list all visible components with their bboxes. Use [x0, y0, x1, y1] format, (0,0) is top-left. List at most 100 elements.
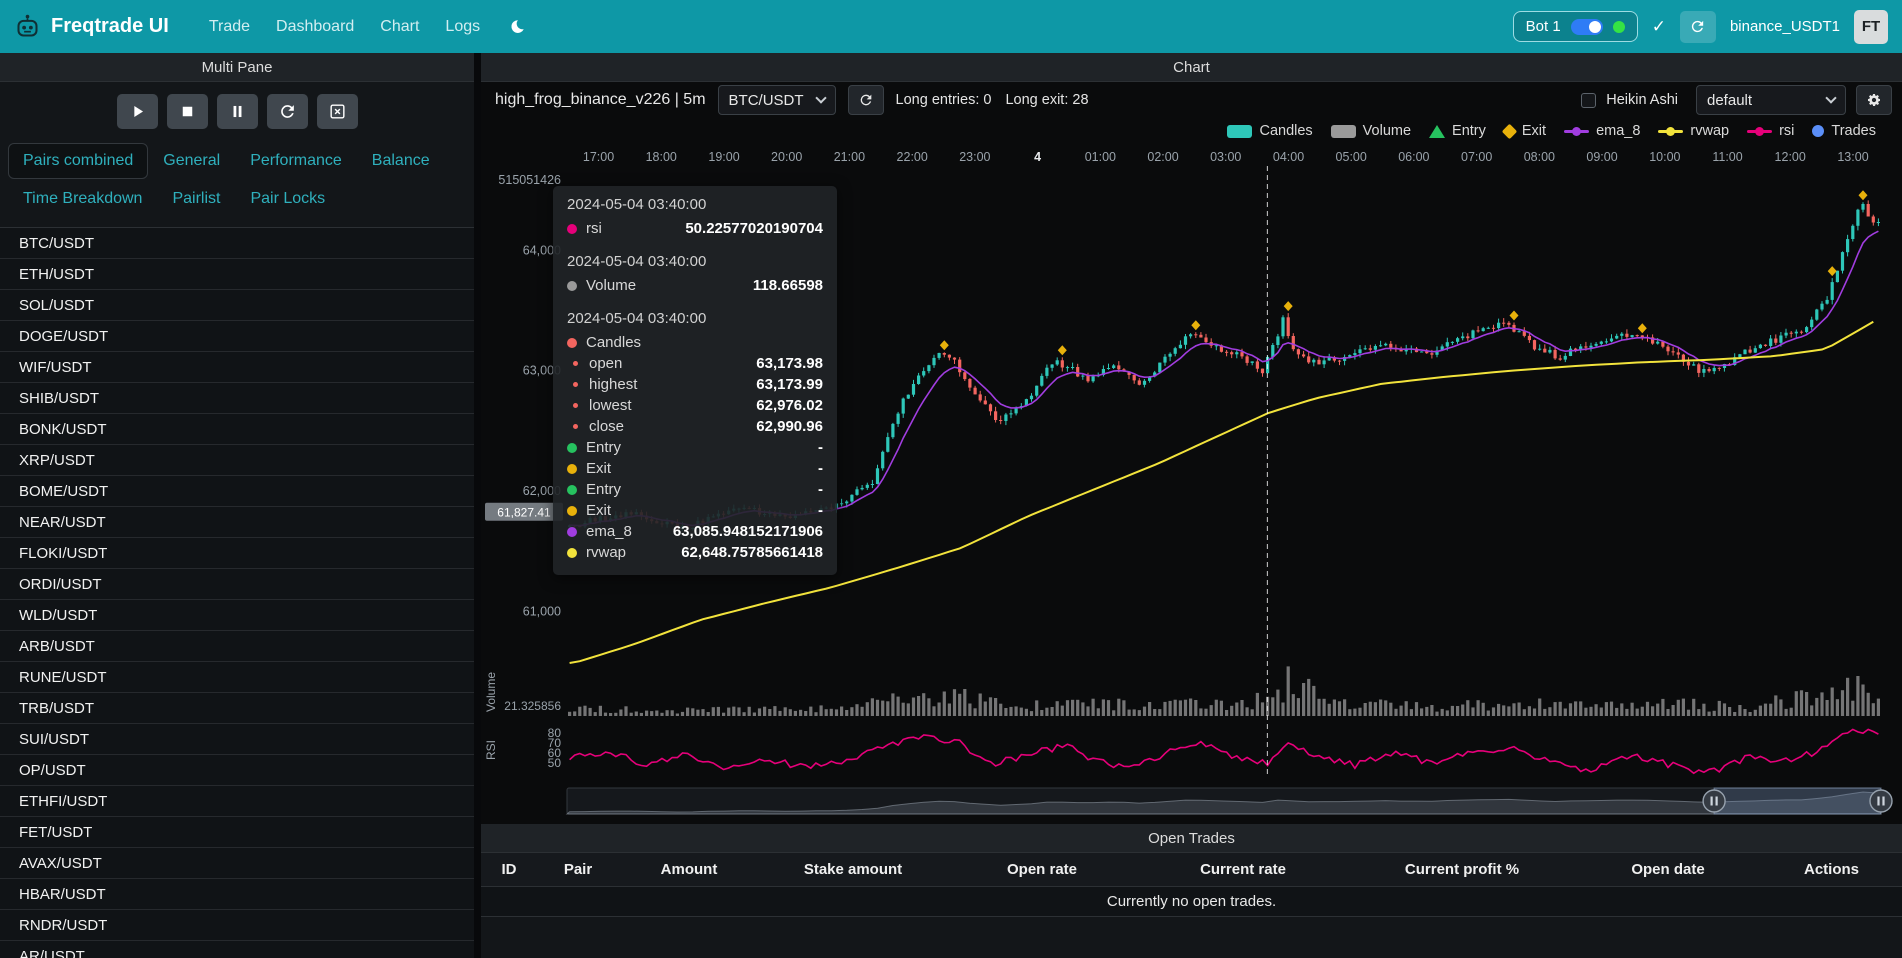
legend-item-volume[interactable]: Volume — [1330, 123, 1412, 139]
freqtrade-logo-icon[interactable] — [14, 13, 41, 40]
legend-item-entry[interactable]: Entry — [1429, 123, 1486, 139]
chart-refresh-button[interactable] — [847, 85, 884, 115]
series-dot — [567, 337, 577, 348]
tooltip-label: open — [589, 355, 623, 372]
pair-row-eth-usdt[interactable]: ETH/USDT — [0, 259, 474, 290]
check-icon: ✓ — [1651, 16, 1666, 36]
multi-pane-header: Multi Pane — [0, 53, 474, 82]
strategy-timeframe-label: high_frog_binance_v226 | 5m — [495, 91, 706, 108]
exit-legend-icon — [1501, 123, 1518, 139]
tooltip-label: close — [589, 418, 625, 435]
pair-row-bome-usdt[interactable]: BOME/USDT — [0, 476, 474, 507]
nav-link-chart[interactable]: Chart — [380, 17, 420, 35]
plot-config-select[interactable]: default — [1696, 85, 1846, 115]
tooltip-value: 118.66598 — [752, 277, 823, 294]
datazoom-handle-left[interactable] — [1702, 789, 1726, 813]
pair-row-shib-usdt[interactable]: SHIB/USDT — [0, 383, 474, 414]
tooltip-label: lowest — [589, 397, 632, 414]
heikin-ashi-label: Heikin Ashi — [1606, 92, 1678, 108]
bot-selector[interactable]: Bot 1 — [1512, 11, 1638, 42]
tooltip-label: rsi — [586, 220, 602, 237]
pair-row-trb-usdt[interactable]: TRB/USDT — [0, 693, 474, 724]
axis-label: RSI — [484, 740, 498, 760]
datazoom-window[interactable] — [1713, 787, 1882, 815]
tooltip-group: 2024-05-04 03:40:00 Volume 118.66598 — [567, 253, 823, 294]
reload-button[interactable] — [266, 94, 308, 129]
theme-toggle-icon[interactable] — [508, 18, 526, 36]
legend-item-candles[interactable]: Candles — [1227, 123, 1313, 139]
avatar[interactable]: FT — [1854, 9, 1888, 44]
axis-label: 70 — [548, 736, 562, 750]
play-button[interactable] — [116, 94, 158, 129]
pair-row-sol-usdt[interactable]: SOL/USDT — [0, 290, 474, 321]
stop-button[interactable] — [166, 94, 208, 129]
bot-toggle[interactable] — [1570, 18, 1603, 35]
axis-label: 08:00 — [1524, 150, 1555, 164]
heikin-ashi-checkbox[interactable] — [1581, 92, 1597, 108]
axis-label: 17:00 — [583, 150, 614, 164]
nav-link-logs[interactable]: Logs — [445, 17, 481, 35]
pair-row-hbar-usdt[interactable]: HBAR/USDT — [0, 879, 474, 910]
pair-row-btc-usdt[interactable]: BTC/USDT — [0, 228, 474, 259]
axis-label: 09:00 — [1586, 150, 1617, 164]
pair-row-sui-usdt[interactable]: SUI/USDT — [0, 724, 474, 755]
legend-label: Volume — [1362, 123, 1412, 139]
tooltip-group: 2024-05-04 03:40:00 Candles open 63,173.98 h… — [567, 310, 823, 561]
tooltip-label: ema_8 — [586, 523, 632, 540]
axis-label: 07:00 — [1461, 150, 1492, 164]
chart-x-button[interactable] — [316, 94, 358, 129]
pair-row-avax-usdt[interactable]: AVAX/USDT — [0, 848, 474, 879]
axis-label: 02:00 — [1147, 150, 1178, 164]
tooltip-label: Exit — [586, 502, 612, 519]
pair-row-arb-usdt[interactable]: ARB/USDT — [0, 631, 474, 662]
pair-row-near-usdt[interactable]: NEAR/USDT — [0, 507, 474, 538]
pair-row-bonk-usdt[interactable]: BONK/USDT — [0, 414, 474, 445]
pair-row-wld-usdt[interactable]: WLD/USDT — [0, 600, 474, 631]
series-dot — [567, 547, 577, 558]
pair-row-ar-usdt[interactable]: AR/USDT — [0, 941, 474, 958]
tab-performance[interactable]: Performance — [235, 143, 357, 179]
tab-balance[interactable]: Balance — [357, 143, 445, 179]
legend-item-rvwap[interactable]: rvwap — [1658, 123, 1729, 139]
pair-row-ethfi-usdt[interactable]: ETHFI/USDT — [0, 786, 474, 817]
tooltip-label: Exit — [586, 460, 612, 477]
legend-item-rsi[interactable]: rsi — [1747, 123, 1794, 139]
candles-legend-icon — [1227, 124, 1253, 138]
rvwap-line — [569, 320, 1874, 664]
tab-pairs-combined[interactable]: Pairs combined — [8, 143, 149, 179]
nav-link-dashboard[interactable]: Dashboard — [276, 17, 355, 35]
reload-bot-button[interactable] — [1679, 10, 1716, 43]
pause-button[interactable] — [216, 94, 258, 129]
rsi-line — [569, 728, 1879, 775]
pair-row-floki-usdt[interactable]: FLOKI/USDT — [0, 538, 474, 569]
legend-label: ema_8 — [1596, 123, 1641, 139]
login-name[interactable]: binance_USDT1 — [1729, 18, 1840, 35]
multi-pane: Multi Pane Pairs combined General Performa… — [0, 53, 474, 958]
chart-settings-button[interactable] — [1856, 85, 1892, 115]
tooltip-row-entry: Entry - — [567, 481, 823, 498]
pair-row-xrp-usdt[interactable]: XRP/USDT — [0, 445, 474, 476]
tab-pairlist[interactable]: Pairlist — [157, 181, 235, 217]
tab-time-breakdown[interactable]: Time Breakdown — [8, 181, 157, 217]
nav-link-trade[interactable]: Trade — [208, 17, 251, 35]
pair-row-rndr-usdt[interactable]: RNDR/USDT — [0, 910, 474, 941]
series-dot — [572, 424, 578, 429]
trades-col-current-rate: Current rate — [1200, 861, 1286, 878]
legend-item-trades[interactable]: Trades — [1812, 123, 1876, 139]
pair-row-op-usdt[interactable]: OP/USDT — [0, 755, 474, 786]
pair-select[interactable]: BTC/USDT — [717, 85, 836, 115]
series-dot — [572, 382, 578, 387]
datazoom-handle-right[interactable] — [1869, 789, 1893, 813]
pair-row-fet-usdt[interactable]: FET/USDT — [0, 817, 474, 848]
axis-label: 13:00 — [1837, 150, 1868, 164]
legend-item-ema-8[interactable]: ema_8 — [1564, 123, 1640, 139]
pair-row-rune-usdt[interactable]: RUNE/USDT — [0, 662, 474, 693]
pair-row-ordi-usdt[interactable]: ORDI/USDT — [0, 569, 474, 600]
pair-row-wif-usdt[interactable]: WIF/USDT — [0, 352, 474, 383]
price-chart[interactable]: 17:00 18:00 19:00 20:00 21:00 22:00 23:00 4 01:0… — [481, 144, 1902, 824]
pair-row-doge-usdt[interactable]: DOGE/USDT — [0, 321, 474, 352]
tab-pair-locks[interactable]: Pair Locks — [235, 181, 340, 217]
app-title[interactable]: Freqtrade UI — [51, 15, 169, 37]
legend-item-exit[interactable]: Exit — [1501, 123, 1546, 139]
tab-general[interactable]: General — [148, 143, 235, 179]
